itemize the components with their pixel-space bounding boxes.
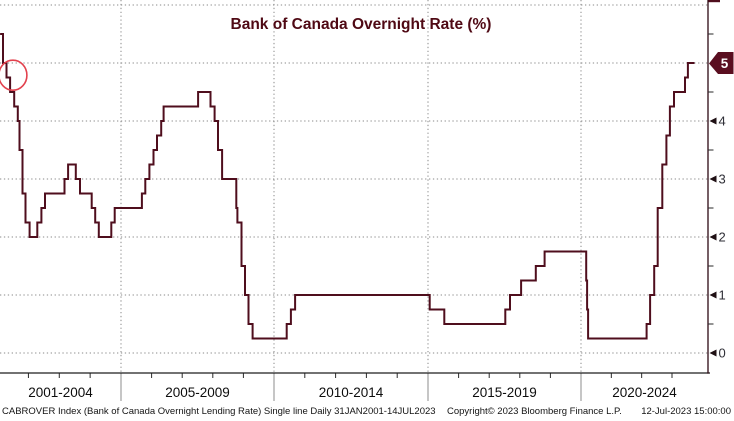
last-value-badge <box>709 52 734 74</box>
x-axis-label: 2010-2014 <box>318 385 384 400</box>
x-axis-label: 2005-2009 <box>165 385 230 400</box>
footer-copyright: Copyright© 2023 Bloomberg Finance L.P. <box>447 406 622 417</box>
y-axis-label: 1 <box>719 288 726 303</box>
y-axis-label: 0 <box>719 346 726 361</box>
y-tick-arrow-icon <box>709 349 717 357</box>
x-axis-label: 2020-2024 <box>612 385 677 400</box>
chart-title: Bank of Canada Overnight Rate (%) <box>230 16 492 33</box>
footer-security-info: CABROVER Index (Bank of Canada Overnight… <box>2 406 436 417</box>
x-axis-label: 2015-2019 <box>472 385 537 400</box>
y-tick-arrow-icon <box>709 233 717 241</box>
highlight-circle-annotation <box>0 59 28 91</box>
rate-step-line <box>0 33 695 340</box>
y-axis-label: 4 <box>719 114 726 129</box>
footer-timestamp: 12-Jul-2023 15:00:00 <box>641 406 731 417</box>
y-axis-label: 2 <box>719 230 726 245</box>
y-tick-arrow-icon <box>709 291 717 299</box>
y-axis-label: 3 <box>719 172 726 187</box>
x-axis-label: 2001-2004 <box>28 385 93 400</box>
y-tick-arrow-clipped-icon <box>708 0 720 3</box>
last-value-badge-label: 5 <box>721 56 729 71</box>
y-tick-arrow-icon <box>709 175 717 183</box>
y-tick-arrow-icon <box>709 117 717 125</box>
